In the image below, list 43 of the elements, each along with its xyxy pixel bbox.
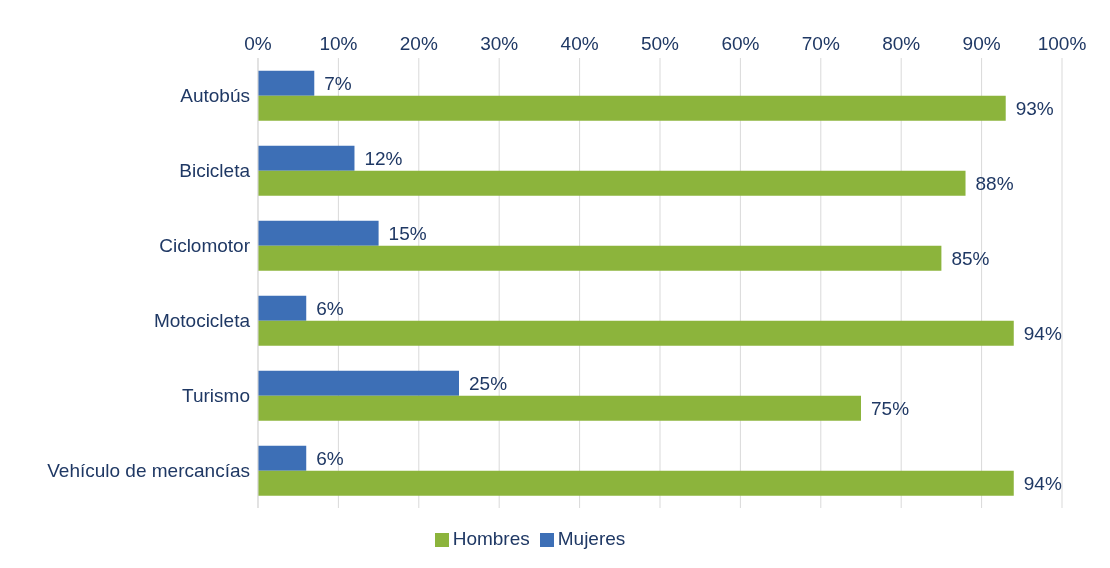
bar (258, 470, 1014, 496)
x-tick-label: 100% (1037, 33, 1087, 54)
y-tick-label: Ciclomotor (159, 235, 251, 257)
data-label: 88% (975, 172, 1014, 194)
y-tick-label: Bicicleta (179, 160, 251, 182)
x-tick-label: 10% (319, 33, 358, 54)
data-label: 75% (871, 397, 910, 419)
data-label: 94% (1023, 322, 1062, 344)
x-tick-label: 30% (480, 33, 519, 54)
bar (258, 70, 315, 96)
y-tick-label: Turismo (182, 385, 250, 407)
bar (258, 395, 861, 421)
data-label: 7% (324, 72, 352, 94)
data-label: 6% (316, 297, 344, 319)
x-tick-label: 0% (244, 33, 272, 54)
x-tick-label: 50% (640, 33, 680, 54)
bar (258, 220, 379, 246)
data-label: 94% (1023, 472, 1062, 494)
y-tick-label: Vehículo de mercancías (47, 460, 250, 482)
x-tick-label: 70% (801, 33, 840, 54)
data-label: 12% (364, 147, 403, 169)
x-tick-label: 40% (560, 33, 599, 54)
bar (258, 95, 1006, 121)
legend-label: Mujeres (557, 528, 626, 549)
bar (258, 245, 942, 271)
y-tick-label: Motocicleta (153, 310, 251, 332)
x-tick-label: 60% (721, 33, 760, 54)
y-tick-label: Autobús (180, 85, 250, 107)
data-label: 93% (1015, 97, 1054, 119)
data-label: 15% (388, 222, 427, 244)
data-label: 25% (469, 372, 508, 394)
bar (258, 370, 459, 396)
x-tick-label: 90% (962, 33, 1001, 54)
bar (258, 145, 355, 171)
bar (258, 170, 966, 196)
bar (258, 295, 307, 321)
bar (258, 445, 307, 471)
x-tick-label: 80% (882, 33, 921, 54)
legend-label: Hombres (452, 528, 530, 549)
data-label: 85% (951, 247, 990, 269)
data-label: 6% (316, 447, 344, 469)
x-tick-label: 20% (399, 33, 438, 54)
bar (258, 320, 1014, 346)
